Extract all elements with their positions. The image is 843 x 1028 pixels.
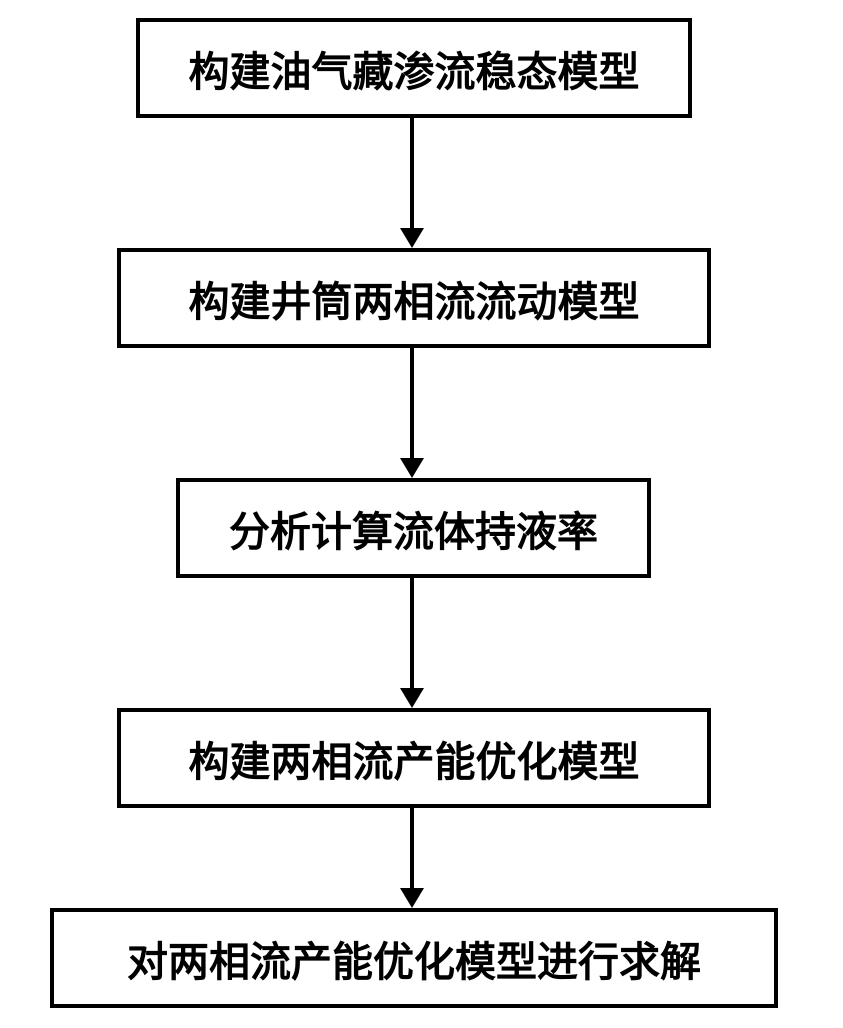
flowchart-arrow-4	[410, 808, 414, 908]
arrow-line	[410, 578, 414, 690]
flowchart-box-3: 分析计算流体持液率	[176, 478, 651, 578]
flowchart-box-5: 对两相流产能优化模型进行求解	[50, 908, 778, 1008]
flowchart-arrow-3	[410, 578, 414, 708]
box-label-4: 构建两相流产能优化模型	[189, 728, 640, 788]
arrow-line	[410, 348, 414, 460]
arrow-line	[410, 808, 414, 890]
arrow-head	[400, 228, 424, 248]
flowchart-box-4: 构建两相流产能优化模型	[117, 708, 711, 808]
arrow-head	[400, 888, 424, 908]
box-label-2: 构建井筒两相流流动模型	[189, 268, 640, 328]
box-label-5: 对两相流产能优化模型进行求解	[127, 928, 701, 988]
arrow-line	[410, 118, 414, 230]
box-label-3: 分析计算流体持液率	[229, 498, 598, 558]
flowchart-arrow-2	[410, 348, 414, 478]
flowchart-container: 构建油气藏渗流稳态模型 构建井筒两相流流动模型 分析计算流体持液率 构建两相流产…	[0, 0, 843, 1028]
box-label-1: 构建油气藏渗流稳态模型	[189, 38, 640, 98]
flowchart-box-1: 构建油气藏渗流稳态模型	[136, 18, 692, 118]
arrow-head	[400, 688, 424, 708]
flowchart-box-2: 构建井筒两相流流动模型	[117, 248, 711, 348]
flowchart-arrow-1	[410, 118, 414, 248]
arrow-head	[400, 458, 424, 478]
